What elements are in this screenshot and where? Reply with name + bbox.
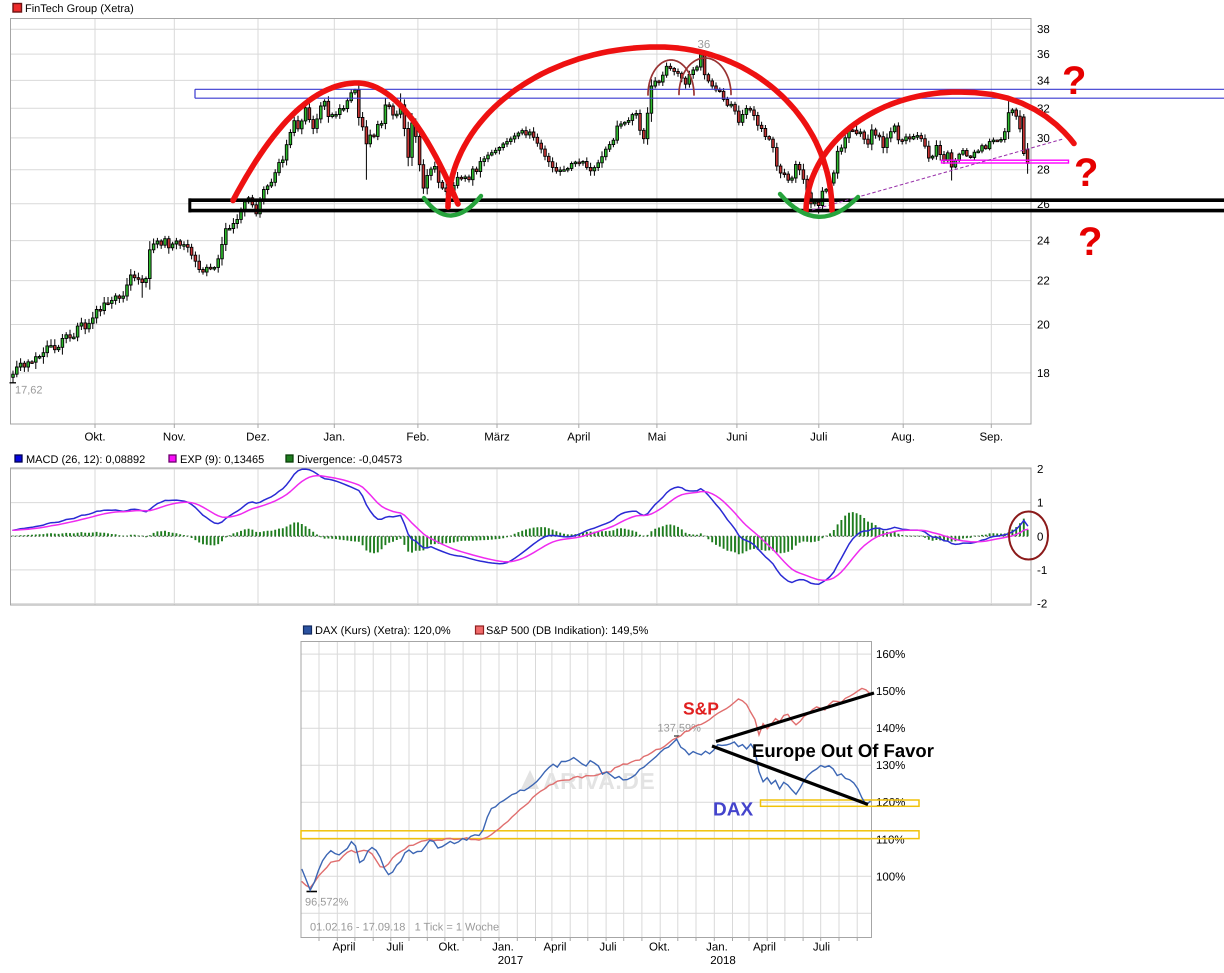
svg-text:Jan.: Jan.: [706, 942, 728, 954]
svg-text:Mai: Mai: [648, 432, 667, 444]
svg-text:Europe Out Of Favor: Europe Out Of Favor: [752, 740, 934, 761]
svg-text:April: April: [332, 942, 355, 954]
svg-text:01.02.16 - 17.09.18 1 Tick =: 01.02.16 - 17.09.18 1 Tick = 1 Woche: [310, 922, 499, 934]
svg-text:Juli: Juli: [813, 942, 830, 954]
svg-text:MACD (26, 12): 0,08892: MACD (26, 12): 0,08892: [26, 454, 145, 466]
svg-text:140%: 140%: [876, 723, 905, 735]
svg-text:17,62: 17,62: [15, 385, 43, 397]
svg-text:Jan.: Jan.: [323, 432, 345, 444]
svg-text:S&P: S&P: [683, 699, 719, 719]
svg-text:Jan.: Jan.: [492, 942, 514, 954]
svg-text:DAX (Kurs) (Xetra): 120,0%: DAX (Kurs) (Xetra): 120,0%: [315, 625, 451, 637]
svg-text:?: ?: [1078, 220, 1102, 264]
svg-text:EXP (9): 0,13465: EXP (9): 0,13465: [180, 454, 264, 466]
svg-text:-2: -2: [1037, 599, 1047, 611]
svg-text:Juli: Juli: [810, 432, 827, 444]
svg-text:100%: 100%: [876, 871, 905, 883]
svg-text:34: 34: [1037, 75, 1050, 87]
svg-text:137,59%: 137,59%: [658, 723, 702, 735]
svg-text:FinTech Group (Xetra): FinTech Group (Xetra): [25, 3, 134, 15]
svg-text:April: April: [543, 942, 566, 954]
svg-text:110%: 110%: [876, 834, 905, 846]
svg-text:Divergence: -0,04573: Divergence: -0,04573: [297, 454, 402, 466]
svg-text:Sep.: Sep.: [979, 432, 1003, 444]
svg-text:2018: 2018: [710, 955, 736, 967]
svg-text:36: 36: [698, 39, 711, 51]
svg-text:Nov.: Nov.: [163, 432, 186, 444]
svg-text:160%: 160%: [876, 649, 905, 661]
svg-text:36: 36: [1037, 49, 1050, 61]
svg-text:0: 0: [1037, 531, 1043, 543]
svg-text:28: 28: [1037, 165, 1050, 177]
svg-text:2: 2: [1037, 464, 1043, 476]
svg-text:?: ?: [1062, 59, 1086, 103]
svg-text:30: 30: [1037, 133, 1050, 145]
svg-text:1: 1: [1037, 498, 1043, 510]
svg-text:S&P 500 (DB Indikation): 149,5: S&P 500 (DB Indikation): 149,5%: [486, 625, 649, 637]
svg-text:April: April: [753, 942, 776, 954]
svg-text:20: 20: [1037, 320, 1050, 332]
svg-text:Juni: Juni: [726, 432, 747, 444]
svg-text:Juli: Juli: [599, 942, 616, 954]
svg-text:120%: 120%: [876, 797, 905, 809]
svg-text:?: ?: [1074, 151, 1098, 195]
svg-text:März: März: [484, 432, 510, 444]
svg-text:Feb.: Feb.: [406, 432, 429, 444]
svg-text:38: 38: [1037, 24, 1050, 36]
svg-text:-1: -1: [1037, 565, 1047, 577]
svg-text:Dez.: Dez.: [246, 432, 270, 444]
svg-text:Okt.: Okt.: [84, 432, 105, 444]
svg-text:130%: 130%: [876, 760, 905, 772]
svg-text:22: 22: [1037, 276, 1050, 288]
svg-text:Okt.: Okt.: [438, 942, 459, 954]
svg-text:DAX: DAX: [713, 800, 753, 821]
svg-text:2017: 2017: [498, 955, 524, 967]
svg-text:Juli: Juli: [386, 942, 403, 954]
svg-text:96,572%: 96,572%: [305, 897, 349, 909]
svg-text:150%: 150%: [876, 686, 905, 698]
svg-text:April: April: [567, 432, 590, 444]
svg-text:Aug.: Aug.: [891, 432, 915, 444]
svg-text:24: 24: [1037, 236, 1050, 248]
svg-text:18: 18: [1037, 368, 1050, 380]
svg-text:Okt.: Okt.: [649, 942, 670, 954]
